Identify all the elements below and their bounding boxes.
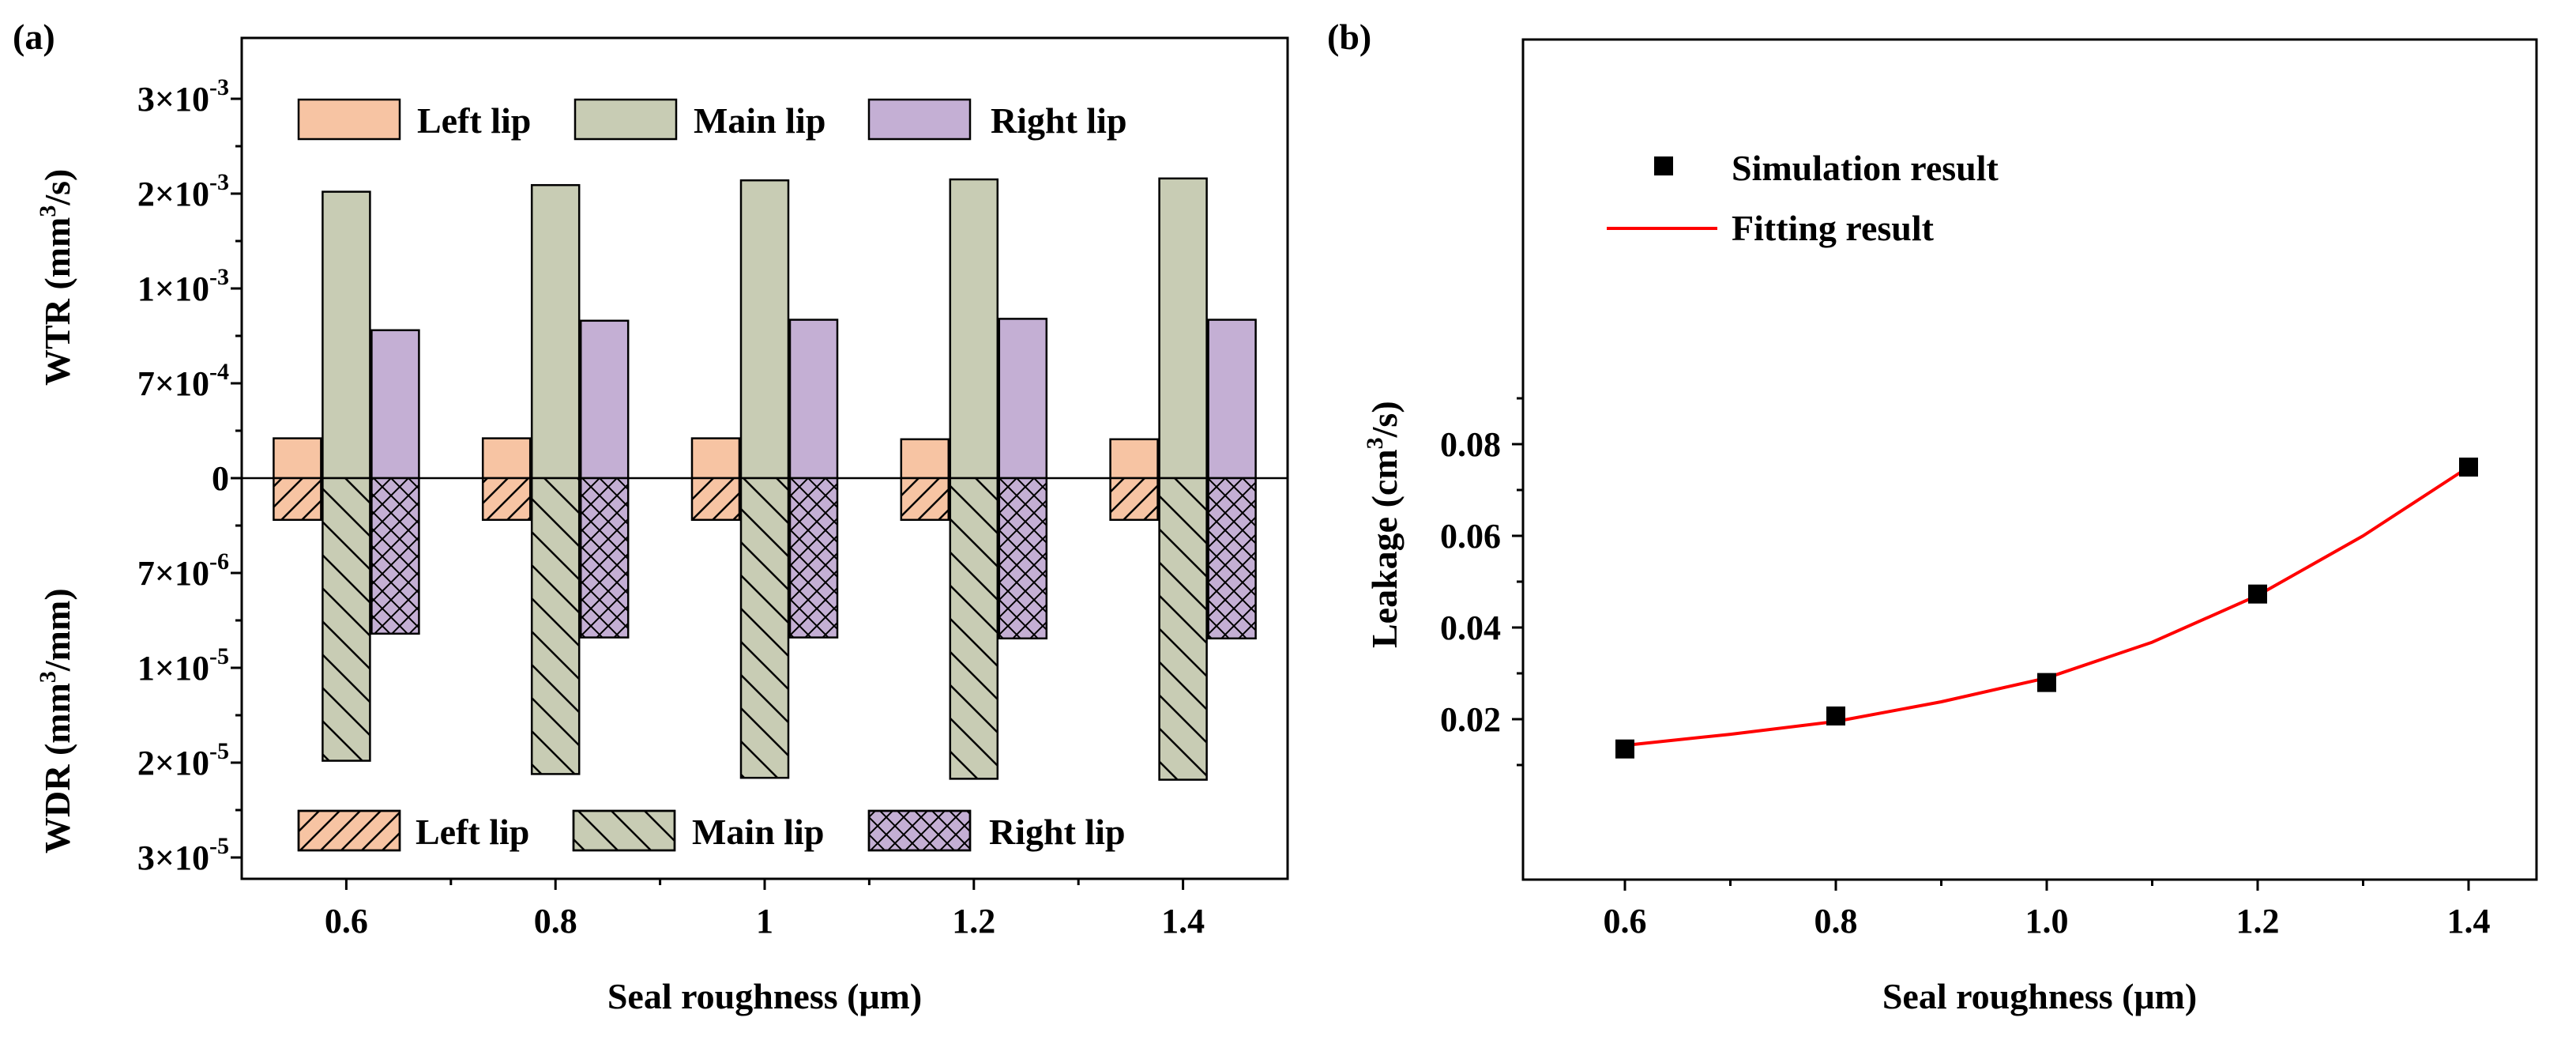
panel-b-plot: [1615, 458, 2478, 759]
wdr-bar-hatch-main-lip: [949, 477, 999, 780]
panel-a-ylabel-top: WTR (mm3/s): [35, 169, 77, 386]
legend-label-fitting: Fitting result: [1732, 208, 1935, 248]
panel-a-xlabel: Seal roughness (μm): [607, 976, 922, 1016]
panel-a-bars: [273, 177, 1257, 781]
y-tick-label: 3×10-5: [137, 833, 229, 877]
wtr-bar-left-lip: [900, 438, 950, 480]
wdr-bar-hatch-main-lip: [739, 477, 790, 779]
x-tick-label: 0.6: [325, 902, 368, 940]
panel-b-ylabel: Leakage (cm3/s): [1362, 401, 1405, 648]
panel-b-xlabel: Seal roughness (μm): [1882, 976, 2197, 1016]
wdr-bar-hatch-right-lip: [370, 477, 420, 635]
wtr-bar-left-lip: [273, 437, 322, 480]
panel-b-label: (b): [1327, 17, 1371, 57]
legend-bottom-label-left: Left lip: [416, 812, 529, 852]
legend-swatch-right: [867, 98, 972, 141]
legend-label-main: Main lip: [694, 100, 825, 141]
panel-b-y-ticks: 0.02 0.04 0.06 0.08: [1440, 397, 1523, 767]
wtr-bar-main-lip: [322, 190, 371, 480]
legend-bottom-label-right: Right lip: [989, 812, 1126, 852]
wdr-bar-hatch-left-lip: [273, 477, 322, 522]
y-tick-label: 2×10-3: [137, 169, 229, 213]
b-y-tick-label: 0.02: [1440, 700, 1501, 739]
legend-swatch-main: [573, 98, 678, 141]
legend-label-left: Left lip: [417, 100, 531, 141]
x-tick-label: 1: [756, 902, 773, 940]
x-tick-label: 0.8: [534, 902, 577, 940]
b-x-tick-label: 0.8: [1814, 902, 1858, 940]
legend-bottom: Left lip Main lip Right lip: [297, 809, 1126, 852]
wdr-bar-hatch-right-lip: [998, 477, 1048, 640]
legend-hatch-main: [572, 809, 676, 852]
panel-b-frame: [1521, 38, 2538, 881]
wtr-bar-left-lip: [690, 437, 741, 480]
y-tick-label: 7×10-6: [137, 548, 229, 593]
wtr-bar-right-lip: [1207, 318, 1257, 480]
panel-b: (b) 0.6 0.8 1.0 1.2 1.4 0.02 0.04 0.06 0.08 Lea…: [1327, 17, 2538, 1016]
legend-swatch-left: [297, 98, 401, 141]
x-tick-label: 1.2: [952, 902, 995, 940]
wtr-bar-main-lip: [739, 179, 790, 480]
y-tick-label: 0: [212, 459, 229, 498]
y-tick-label: 1×10-5: [137, 643, 229, 688]
y-tick-label: 2×10-5: [137, 738, 229, 782]
legend-label-right: Right lip: [991, 100, 1127, 141]
legend-label-simulation: Simulation result: [1732, 148, 1999, 188]
wdr-bar-hatch-main-lip: [1158, 477, 1208, 781]
x-tick-label: 1.4: [1161, 902, 1205, 940]
panel-a: (a) 3×10-3 2×10-3 1×10-3 7×10-4 0 7×10-6 1×10-…: [13, 17, 1289, 1016]
legend-marker-simulation: [1654, 156, 1673, 175]
b-y-tick-label: 0.06: [1440, 517, 1501, 556]
legend-hatch-right: [867, 809, 972, 852]
b-x-tick-label: 1.2: [2236, 902, 2280, 940]
wdr-bar-hatch-left-lip: [690, 477, 741, 522]
wdr-bar-hatch-right-lip: [579, 477, 630, 639]
b-y-tick-label: 0.04: [1440, 609, 1501, 647]
wtr-bar-left-lip: [1109, 438, 1159, 480]
b-x-tick-label: 0.6: [1604, 902, 1647, 940]
panel-a-x-ticks: 0.6 0.8 1 1.2 1.4: [325, 879, 1205, 940]
b-x-tick-label: 1.0: [2025, 902, 2069, 940]
wtr-bar-right-lip: [579, 319, 630, 480]
simulation-point: [2459, 458, 2478, 477]
wdr-bar-hatch-left-lip: [900, 477, 950, 522]
y-tick-label: 1×10-3: [137, 264, 229, 308]
legend-hatch-left: [297, 809, 401, 852]
y-tick-label: 7×10-4: [137, 359, 229, 403]
b-x-tick-label: 1.4: [2447, 902, 2491, 940]
simulation-point: [2248, 584, 2267, 604]
wdr-bar-hatch-right-lip: [788, 477, 839, 639]
wtr-bar-right-lip: [788, 318, 839, 480]
wdr-bar-hatch-left-lip: [481, 477, 532, 522]
fit-line: [1624, 465, 2470, 748]
y-tick-label: 3×10-3: [137, 74, 229, 119]
wdr-bar-hatch-right-lip: [1207, 477, 1257, 640]
legend-b: Simulation result Fitting result: [1607, 148, 1999, 248]
wtr-bar-right-lip: [370, 329, 420, 480]
legend-top: Left lip Main lip Right lip: [297, 98, 1127, 141]
legend-bottom-label-main: Main lip: [692, 812, 824, 852]
panel-a-label: (a): [13, 17, 55, 57]
wtr-bar-left-lip: [481, 437, 532, 480]
wtr-bar-main-lip: [1158, 177, 1208, 480]
simulation-point: [1615, 739, 1634, 759]
wtr-bar-main-lip: [530, 183, 581, 480]
panel-b-x-ticks: 0.6 0.8 1.0 1.2 1.4: [1604, 880, 2491, 940]
wtr-bar-main-lip: [949, 178, 999, 480]
wdr-bar-hatch-left-lip: [1109, 477, 1159, 522]
wdr-bar-hatch-main-lip: [530, 477, 581, 775]
panel-a-ylabel-bottom: WDR (mm3/mm): [35, 588, 77, 854]
simulation-point: [1826, 706, 1845, 726]
simulation-point: [2037, 673, 2056, 692]
b-y-tick-label: 0.08: [1440, 425, 1501, 464]
wtr-bar-right-lip: [998, 318, 1048, 480]
panel-a-y-ticks: 3×10-3 2×10-3 1×10-3 7×10-4 0 7×10-6 1×10-5 2×1…: [137, 74, 242, 877]
wdr-bar-hatch-main-lip: [322, 477, 371, 762]
